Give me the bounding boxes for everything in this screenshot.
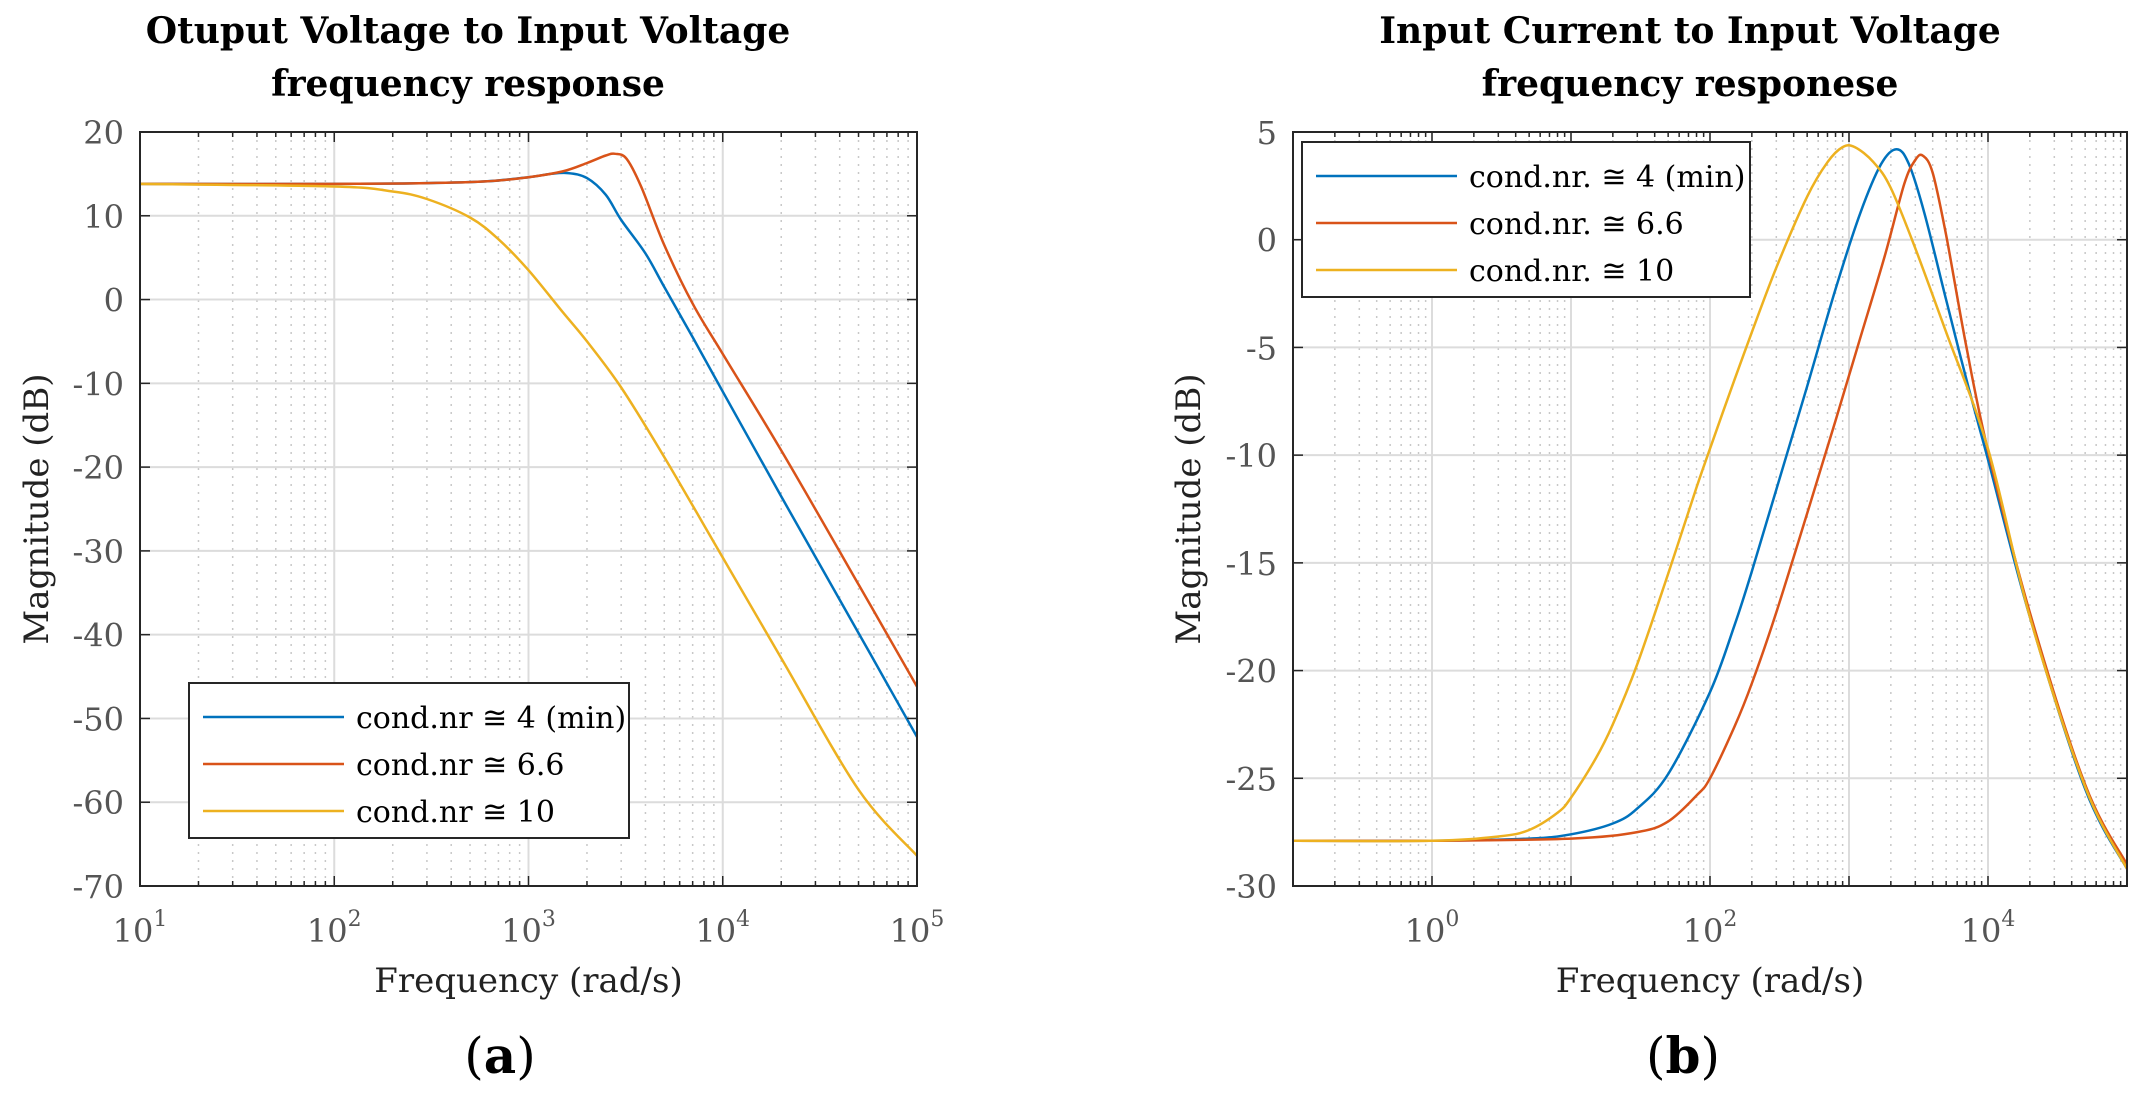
legend: cond.nr ≅ 4 (min) cond.nr ≅ 6.6 cond.nr ≅ … [188,682,630,839]
y-tick-label: -10 [72,365,124,403]
series-group [140,152,917,857]
x-tick-base: 10 [1961,912,2002,950]
legend-entry-3: cond.nr ≅ 10 [356,795,555,830]
chart-title-line-2: frequency responese [1482,63,1899,105]
y-tick-label: -20 [72,449,124,487]
x-tick-exponent: 3 [542,907,556,932]
y-tick-label: -70 [72,868,124,906]
x-axis-label: Frequency (rad/s) [1556,961,1864,1001]
x-tick-label: 105 [890,907,945,950]
y-tick-label: -15 [1225,545,1277,583]
x-tick-exponent: 2 [1723,907,1737,932]
legend-entry-3: cond.nr. ≅ 10 [1469,254,1674,289]
x-tick-label: 101 [113,907,168,950]
caption-close-paren: ) [516,1027,536,1085]
y-axis-label: Magnitude (dB) [17,373,57,644]
y-tick-label: -20 [1225,653,1277,691]
chart-title-line-2: frequency response [271,63,665,105]
x-tick-base: 10 [307,912,348,950]
x-tick-base: 10 [501,912,542,950]
x-tick-base: 10 [1405,912,1446,950]
y-tick-label: -30 [1225,868,1277,906]
x-tick-exponent: 4 [736,907,750,932]
caption-letter: b [1666,1026,1701,1085]
y-axis-label: Magnitude (dB) [1169,373,1209,644]
x-tick-base: 10 [1683,912,1724,950]
x-tick-base: 10 [113,912,154,950]
y-tick-label: 0 [104,282,124,320]
y-tick-label: -30 [72,533,124,571]
x-tick-exponent: 1 [153,907,167,932]
y-tick-label: 5 [1257,114,1277,152]
subfigure-caption: (a) [464,1026,535,1085]
y-tick-label: -60 [72,784,124,822]
series-line-3 [1293,143,2127,870]
x-tick-label: 102 [307,907,362,950]
chart-title-line-1: Input Current to Input Voltage [1379,10,2001,52]
caption-open-paren: ( [464,1027,484,1085]
x-tick-exponent: 4 [2001,907,2015,932]
y-tick-label: -5 [1246,329,1277,367]
chart-panel-a: Otuput Voltage to Input Voltage frequency… [17,10,944,1085]
legend-entry-1: cond.nr. ≅ 4 (min) [1469,160,1745,195]
x-tick-base: 10 [695,912,736,950]
legend-entry-2: cond.nr. ≅ 6.6 [1469,207,1684,242]
legend-entry-2: cond.nr ≅ 6.6 [356,748,565,783]
subfigure-caption: (b) [1646,1026,1720,1085]
tick-marks [1293,131,2127,887]
y-tick-label: -25 [1225,760,1277,798]
y-tick-label: -10 [1225,437,1277,475]
y-tick-label: 10 [83,198,124,236]
grid [1293,132,2127,886]
y-tick-label: -40 [72,617,124,655]
x-tick-exponent: 0 [1445,907,1459,932]
caption-close-paren: ) [1700,1027,1720,1085]
x-tick-label: 104 [1961,907,2016,950]
series-line-2 [140,152,917,688]
chart-title-line-1: Otuput Voltage to Input Voltage [146,10,791,52]
y-tick-label: 20 [83,114,124,152]
x-axis-label: Frequency (rad/s) [374,961,682,1001]
caption-letter: a [484,1026,516,1085]
x-tick-base: 10 [890,912,931,950]
y-tick-label: 0 [1257,222,1277,260]
x-tick-label: 100 [1405,907,1460,950]
tick-marks [140,131,917,887]
series-line-1 [1293,147,2127,870]
y-tick-label: -50 [72,700,124,738]
series-line-3 [140,182,917,857]
x-tick-exponent: 2 [348,907,362,932]
legend-entry-1: cond.nr ≅ 4 (min) [356,701,626,736]
x-tick-label: 103 [501,907,556,950]
x-tick-exponent: 5 [930,907,944,932]
legend: cond.nr. ≅ 4 (min) cond.nr. ≅ 6.6 cond.nr.… [1301,141,1751,298]
x-tick-label: 102 [1683,907,1738,950]
chart-panel-b: Input Current to Input Voltage frequency … [1169,10,2128,1085]
caption-open-paren: ( [1646,1027,1666,1085]
series-group [1293,143,2127,870]
x-tick-label: 104 [695,907,750,950]
